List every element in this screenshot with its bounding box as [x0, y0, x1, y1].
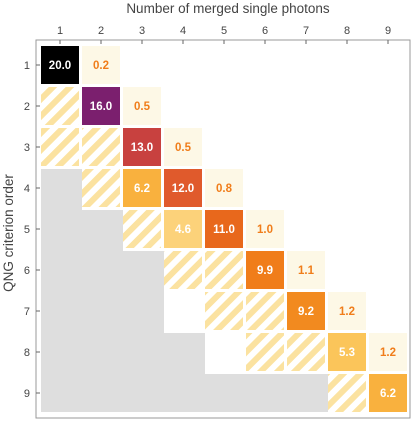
hatched-cell-r6-c4 [164, 251, 202, 289]
y-axis-label: QNG criterion order [1, 174, 16, 292]
excluded-region [41, 169, 328, 412]
cell-r1-c1 [41, 46, 79, 84]
cell-label-r2-c2: 16.0 [90, 101, 112, 113]
x-tick-label: 1 [57, 25, 63, 37]
cell-label-r6-c6: 9.9 [257, 265, 273, 277]
cell-r2-c3 [123, 87, 161, 125]
cell-r4-c3 [123, 169, 161, 207]
y-tick-label: 2 [24, 101, 30, 113]
x-tick-label: 3 [139, 25, 145, 37]
x-tick-label: 8 [344, 25, 350, 37]
cell-r3-c3 [123, 128, 161, 166]
cell-r7-c8 [328, 292, 366, 330]
hatched-cell-r3-c2 [82, 128, 120, 166]
cell-r4-c5 [205, 169, 243, 207]
cell-label-r1-c1: 20.0 [49, 60, 71, 72]
x-tick-label: 9 [385, 25, 391, 37]
hatched-cell-r9-c8 [328, 374, 366, 412]
x-tick-label: 2 [98, 25, 104, 37]
cell-label-r5-c6: 1.0 [257, 224, 273, 236]
cell-label-r1-c2: 0.2 [93, 60, 109, 72]
cell-r2-c2 [82, 87, 120, 125]
hatched-cell-r7-c5 [205, 292, 243, 330]
hatched-cell-r5-c3 [123, 210, 161, 248]
cell-r8-c9 [369, 333, 407, 371]
plot-area: 20.0 0.216.0 0.513.0 0.56.2 12.0 0.84.6 11.0 1.… [24, 25, 411, 419]
cell-label-r4-c4: 12.0 [172, 183, 194, 195]
cell-label-r3-c3: 13.0 [131, 142, 153, 154]
hatched-cell-r3-c1 [41, 128, 79, 166]
hatched-cell-r6-c5 [205, 251, 243, 289]
cell-r3-c4 [164, 128, 202, 166]
hatched-cell-r4-c2 [82, 169, 120, 207]
cell-label-r9-c9: 6.2 [380, 388, 396, 400]
cell-label-r6-c7: 1.1 [298, 265, 315, 277]
x-tick-label: 5 [221, 25, 227, 37]
cell-label-r8-c8: 5.3 [339, 347, 355, 359]
x-tick-label: 4 [180, 25, 186, 37]
x-tick-label: 6 [262, 25, 268, 37]
y-tick-label: 1 [24, 60, 30, 72]
y-tick-label: 4 [24, 183, 30, 195]
cell-r9-c9 [369, 374, 407, 412]
y-tick-label: 9 [24, 388, 30, 400]
cell-r7-c7 [287, 292, 325, 330]
y-tick-label: 8 [24, 347, 30, 359]
cell-r5-c6 [246, 210, 284, 248]
cell-label-r4-c5: 0.8 [216, 183, 233, 195]
x-tick-label: 7 [303, 25, 309, 37]
cell-label-r4-c3: 6.2 [134, 183, 150, 195]
y-tick-label: 5 [24, 224, 30, 236]
y-tick-label: 7 [24, 306, 30, 318]
hatched-cell-r2-c1 [41, 87, 79, 125]
cell-r6-c7 [287, 251, 325, 289]
cell-r5-c4 [164, 210, 202, 248]
cell-r5-c5 [205, 210, 243, 248]
x-axis-label: Number of merged single photons [126, 1, 330, 16]
cell-label-r3-c4: 0.5 [175, 142, 192, 154]
cell-r8-c8 [328, 333, 366, 371]
cell-label-r2-c3: 0.5 [134, 101, 151, 113]
hatched-cell-r8-c7 [287, 333, 325, 371]
cell-label-r5-c5: 11.0 [213, 224, 235, 236]
cell-label-r7-c8: 1.2 [339, 306, 355, 318]
cell-r1-c2 [82, 46, 120, 84]
cell-label-r7-c7: 9.2 [298, 306, 314, 318]
hatched-cell-r8-c6 [246, 333, 284, 371]
y-tick-label: 6 [24, 265, 30, 277]
hatched-cell-r7-c6 [246, 292, 284, 330]
cell-r6-c6 [246, 251, 284, 289]
cell-label-r5-c4: 4.6 [175, 224, 191, 236]
cell-label-r8-c9: 1.2 [380, 347, 396, 359]
y-tick-label: 3 [24, 142, 30, 154]
cell-r4-c4 [164, 169, 202, 207]
